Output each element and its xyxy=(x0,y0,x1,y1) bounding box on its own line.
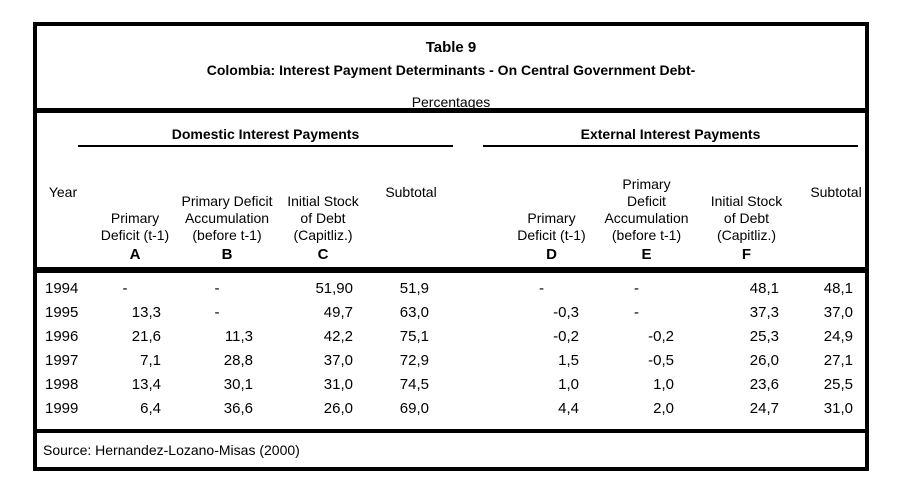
col-letter-b: B xyxy=(221,246,233,263)
col-letter-c: C xyxy=(317,246,329,263)
cell-year: 1996 xyxy=(45,328,79,345)
cell-subtotal-domestic: 51,9 xyxy=(399,280,429,297)
cell-c: 42,2 xyxy=(323,328,353,345)
col-header-domestic-deficit-accumulation: Primary Deficit Accumulation (before t-1… xyxy=(181,193,273,263)
cell-subtotal-domestic: 63,0 xyxy=(399,304,429,321)
cell-d: 1,5 xyxy=(558,352,579,369)
source-text: Source: Hernandez-Lozano-Misas (2000) xyxy=(43,442,300,458)
cell-d: 1,0 xyxy=(558,376,579,393)
cell-subtotal-external: 37,0 xyxy=(823,304,853,321)
cell-f: 48,1 xyxy=(749,280,779,297)
cell-c: 51,90 xyxy=(315,280,353,297)
cell-a: 7,1 xyxy=(140,352,161,369)
cell-a: - xyxy=(122,280,128,297)
table-row: 1998 13,4 30,1 31,0 74,5 1,0 1,0 23,6 25… xyxy=(37,373,865,397)
col-header-external-deficit-accumulation: Primary Deficit Accumulation (before t-1… xyxy=(604,176,689,263)
source-row: Source: Hernandez-Lozano-Misas (2000) xyxy=(37,433,865,467)
cell-a: 13,4 xyxy=(131,376,161,393)
cell-spacer xyxy=(449,397,504,421)
unit-label: Percentages xyxy=(411,94,491,110)
cell-f: 24,7 xyxy=(749,400,779,417)
cell-e: -0,2 xyxy=(648,328,674,345)
cell-subtotal-domestic: 72,9 xyxy=(399,352,429,369)
cell-e: -0,5 xyxy=(648,352,674,369)
group-header-domestic: Domestic Interest Payments xyxy=(78,125,453,147)
table-body: 1994 - - 51,90 51,9 - - 48,1 48,1 1995 1… xyxy=(37,273,865,433)
cell-subtotal-domestic: 69,0 xyxy=(399,400,429,417)
cell-e: - xyxy=(634,280,639,297)
col-header-domestic-subtotal: Subtotal xyxy=(385,183,437,200)
cell-e: 2,0 xyxy=(653,400,674,417)
cell-subtotal-domestic: 75,1 xyxy=(399,328,429,345)
cell-b: - xyxy=(214,280,220,297)
col-header-year: Year xyxy=(37,147,89,267)
table-row: 1994 - - 51,90 51,9 - - 48,1 48,1 xyxy=(37,277,865,301)
cell-e: - xyxy=(634,304,639,321)
cell-spacer xyxy=(449,277,504,301)
col-letter-e: E xyxy=(641,246,652,263)
cell-year: 1998 xyxy=(45,376,79,393)
cell-year: 1997 xyxy=(45,352,79,369)
cell-b: 36,6 xyxy=(223,400,253,417)
table-row: 1997 7,1 28,8 37,0 72,9 1,5 -0,5 26,0 27… xyxy=(37,349,865,373)
cell-c: 37,0 xyxy=(323,352,353,369)
cell-subtotal-external: 48,1 xyxy=(823,280,853,297)
col-letter-a: A xyxy=(129,246,141,263)
table-row: 1996 21,6 11,3 42,2 75,1 -0,2 -0,2 25,3 … xyxy=(37,325,865,349)
cell-subtotal-external: 25,5 xyxy=(823,376,853,393)
table-frame: Table 9 Colombia: Interest Payment Deter… xyxy=(33,22,869,471)
cell-b: 30,1 xyxy=(223,376,253,393)
cell-spacer xyxy=(449,349,504,373)
col-letter-f: F xyxy=(741,246,752,263)
cell-b: 28,8 xyxy=(223,352,253,369)
col-header-domestic-initial-stock: Initial Stock of Debt (Capitliz.) C xyxy=(287,193,359,263)
col-header-domestic-primary-deficit: Primary Deficit (t-1) A xyxy=(100,210,170,263)
cell-year: 1994 xyxy=(45,280,79,297)
cell-spacer xyxy=(449,301,504,325)
cell-d: - xyxy=(539,280,544,297)
cell-f: 26,0 xyxy=(749,352,779,369)
cell-spacer xyxy=(449,325,504,349)
table-row: 1999 6,4 36,6 26,0 69,0 4,4 2,0 24,7 31,… xyxy=(37,397,865,421)
cell-subtotal-external: 31,0 xyxy=(823,400,853,417)
col-header-external-subtotal: Subtotal xyxy=(810,183,862,200)
cell-f: 37,3 xyxy=(749,304,779,321)
cell-b: 11,3 xyxy=(224,328,253,345)
cell-a: 6,4 xyxy=(140,400,161,417)
cell-e: 1,0 xyxy=(653,376,674,393)
col-header-external-primary-deficit: Primary Deficit (t-1) D xyxy=(517,210,586,263)
cell-c: 31,0 xyxy=(323,376,353,393)
col-letter-d: D xyxy=(546,246,557,263)
col-header-year-label: Year xyxy=(48,183,78,200)
col-header-external-initial-stock: Initial Stock of Debt (Capitliz.) F xyxy=(710,193,783,263)
cell-f: 25,3 xyxy=(749,328,779,345)
cell-f: 23,6 xyxy=(749,376,779,393)
cell-a: 13,3 xyxy=(131,304,161,321)
cell-spacer xyxy=(449,373,504,397)
cell-subtotal-external: 24,9 xyxy=(823,328,853,345)
table-number: Table 9 xyxy=(425,39,477,56)
table-header: Domestic Interest Payments External Inte… xyxy=(37,113,865,273)
cell-subtotal-domestic: 74,5 xyxy=(399,376,429,393)
cell-subtotal-external: 27,1 xyxy=(823,352,853,369)
cell-a: 21,6 xyxy=(131,328,161,345)
cell-year: 1995 xyxy=(45,304,79,321)
cell-d: -0,2 xyxy=(553,328,579,345)
table-title-block: Table 9 Colombia: Interest Payment Deter… xyxy=(37,26,865,113)
table-row: 1995 13,3 - 49,7 63,0 -0,3 - 37,3 37,0 xyxy=(37,301,865,325)
cell-year: 1999 xyxy=(45,400,79,417)
group-header-external: External Interest Payments xyxy=(483,125,858,147)
cell-d: 4,4 xyxy=(558,400,579,417)
cell-c: 26,0 xyxy=(323,400,353,417)
table-title: Colombia: Interest Payment Determinants … xyxy=(206,62,696,78)
cell-d: -0,3 xyxy=(553,304,579,321)
cell-c: 49,7 xyxy=(323,304,353,321)
cell-b: - xyxy=(214,304,220,321)
